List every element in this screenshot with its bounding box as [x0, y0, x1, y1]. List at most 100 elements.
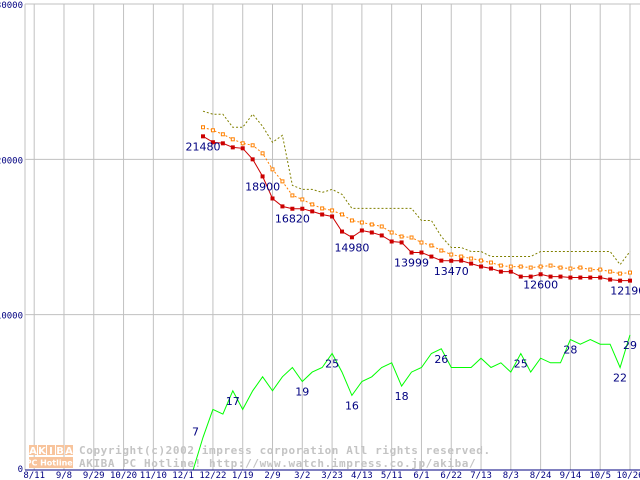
x-tick-label: 6/22: [440, 471, 462, 480]
logo-letter-box: [65, 445, 73, 455]
data-point: [310, 209, 315, 214]
data-point: [330, 208, 335, 213]
data-point: [369, 222, 374, 227]
data-point: [240, 146, 245, 151]
watermark: A K I B APC Hotline! Copyright(c)2002 impres…: [26, 444, 491, 470]
data-label: 16820: [275, 213, 310, 226]
data-point: [201, 125, 205, 130]
logo-letter-box: [38, 445, 46, 455]
data-label: 12600: [523, 278, 558, 291]
x-tick-label: 1/19: [232, 471, 254, 480]
watermark-copyright: Copyright(c)2002 impress corporation All…: [79, 444, 491, 457]
data-point: [518, 274, 523, 279]
data-label: 29: [623, 339, 637, 352]
data-point: [220, 141, 225, 146]
data-point: [508, 264, 513, 269]
x-tick-label: 2/9: [264, 471, 280, 480]
x-tick-label: 9/14: [560, 471, 582, 480]
x-tick-label: 8/24: [530, 471, 552, 480]
x-tick-label: 5/11: [381, 471, 403, 480]
data-point: [598, 267, 603, 272]
data-point: [260, 151, 265, 156]
data-point: [340, 229, 345, 234]
x-tick-label: 12/1: [172, 471, 194, 480]
data-point: [359, 220, 364, 225]
data-point: [210, 128, 215, 133]
data-point: [449, 252, 454, 257]
data-point: [310, 202, 315, 207]
data-label: 14980: [334, 241, 369, 254]
logo-letter: B: [56, 446, 64, 457]
data-point: [608, 277, 613, 282]
data-point: [399, 234, 404, 239]
data-point: [498, 269, 503, 274]
data-point: [588, 267, 593, 272]
data-label: 17: [226, 395, 240, 408]
data-point: [409, 250, 414, 255]
data-point: [498, 263, 503, 268]
x-tick-label: 8/11: [23, 471, 45, 480]
data-point: [240, 141, 245, 146]
data-point: [459, 258, 464, 263]
data-label: 18: [395, 390, 409, 403]
x-tick-label: 4/13: [351, 471, 373, 480]
data-point: [320, 206, 325, 211]
logo-letter: I: [49, 446, 53, 457]
x-tick-label: 10/26: [616, 471, 640, 480]
data-point: [250, 143, 255, 148]
data-point: [538, 264, 543, 269]
x-tick-label: 9/8: [56, 471, 72, 480]
data-point: [280, 179, 285, 184]
data-point: [210, 140, 215, 145]
data-point: [389, 230, 394, 235]
y-tick-label: 20000: [0, 156, 23, 166]
data-point: [449, 258, 454, 263]
data-point: [230, 145, 235, 150]
logo-letter-box: [29, 445, 37, 455]
data-point: [568, 266, 573, 271]
data-point: [349, 218, 354, 223]
data-point: [627, 278, 632, 283]
logo-sub-box: [29, 457, 73, 468]
logo-letter: K: [38, 446, 47, 457]
data-point: [618, 271, 623, 276]
data-point: [429, 243, 434, 248]
data-label: 21480: [186, 140, 221, 153]
logo-letter-box: [47, 445, 55, 455]
data-point: [379, 224, 384, 229]
x-tick-label: 9/29: [83, 471, 105, 480]
data-point: [488, 260, 493, 265]
data-point: [399, 240, 404, 245]
data-label: 25: [514, 358, 528, 371]
data-point: [429, 254, 434, 259]
data-point: [538, 272, 543, 277]
data-point: [220, 132, 225, 137]
data-label: 19: [295, 385, 309, 398]
data-label: 13999: [394, 257, 429, 270]
data-point: [459, 254, 464, 259]
data-label: 7: [192, 425, 199, 438]
y-tick-label: 10000: [0, 312, 23, 322]
x-tick-label: 10/5: [589, 471, 611, 480]
data-point: [409, 235, 414, 240]
data-point: [608, 269, 613, 274]
series-layer: [34, 110, 632, 471]
data-point: [340, 212, 345, 217]
data-point: [369, 230, 374, 235]
data-point: [359, 228, 364, 233]
data-point: [528, 265, 533, 270]
data-point: [439, 248, 444, 253]
data-point: [578, 275, 583, 280]
data-point: [518, 264, 523, 269]
x-tick-label: 3/2: [294, 471, 310, 480]
data-point: [588, 275, 593, 280]
data-point: [439, 258, 444, 263]
x-tick-label: 3/23: [321, 471, 343, 480]
data-point: [508, 269, 513, 274]
data-point: [548, 263, 553, 268]
data-point: [290, 193, 295, 198]
data-label: 16: [345, 399, 359, 412]
data-point: [300, 206, 305, 211]
logo-letter: A: [29, 446, 37, 457]
